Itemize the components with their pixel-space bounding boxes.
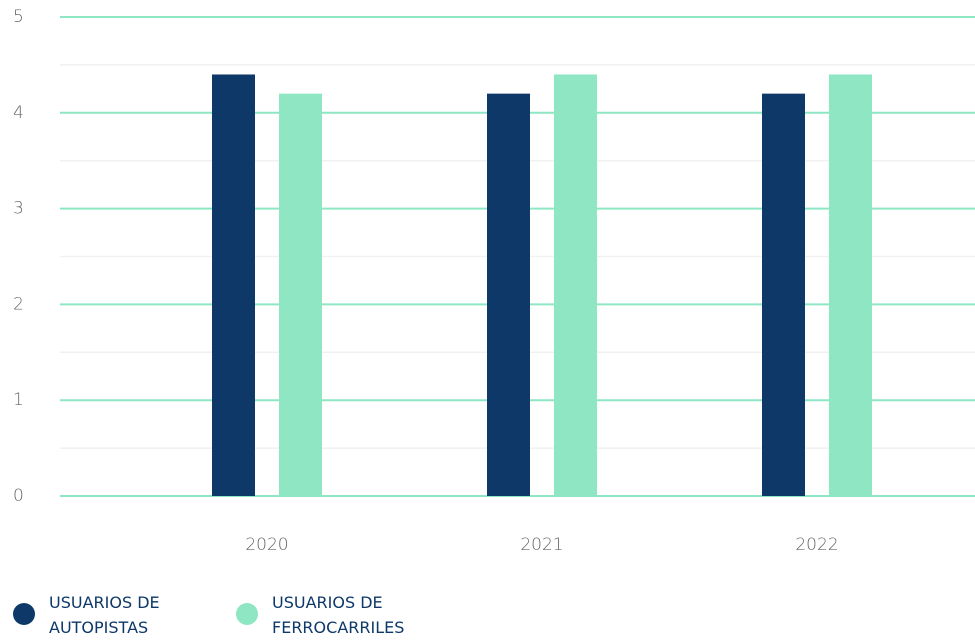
y-tick-label: 4 xyxy=(13,103,24,123)
y-tick-label: 5 xyxy=(13,7,24,27)
bar xyxy=(279,93,322,496)
x-tick-label: 2020 xyxy=(245,535,288,555)
x-tick-label: 2022 xyxy=(795,535,838,555)
legend-swatch xyxy=(13,603,35,625)
legend-item: USUARIOS DE FERROCARRILES xyxy=(236,590,412,641)
chart: 0 1 2 3 4 5 2020 2021 2022 xyxy=(13,7,975,555)
legend: USUARIOS DE AUTOPISTAS USUARIOS DE FERROC… xyxy=(0,590,975,641)
bar xyxy=(212,74,255,496)
bar xyxy=(762,93,805,496)
x-tick-label: 2021 xyxy=(520,535,563,555)
legend-label: USUARIOS DE AUTOPISTAS xyxy=(49,593,160,637)
y-tick-label: 2 xyxy=(13,294,24,314)
bar xyxy=(554,74,597,496)
legend-label: USUARIOS DE FERROCARRILES xyxy=(272,593,405,637)
legend-item: USUARIOS DE AUTOPISTAS xyxy=(13,590,189,641)
bar xyxy=(487,93,530,496)
bar xyxy=(829,74,872,496)
legend-swatch xyxy=(236,603,258,625)
y-tick-label: 0 xyxy=(13,486,24,506)
y-tick-label: 3 xyxy=(13,199,24,219)
y-tick-label: 1 xyxy=(13,390,24,410)
